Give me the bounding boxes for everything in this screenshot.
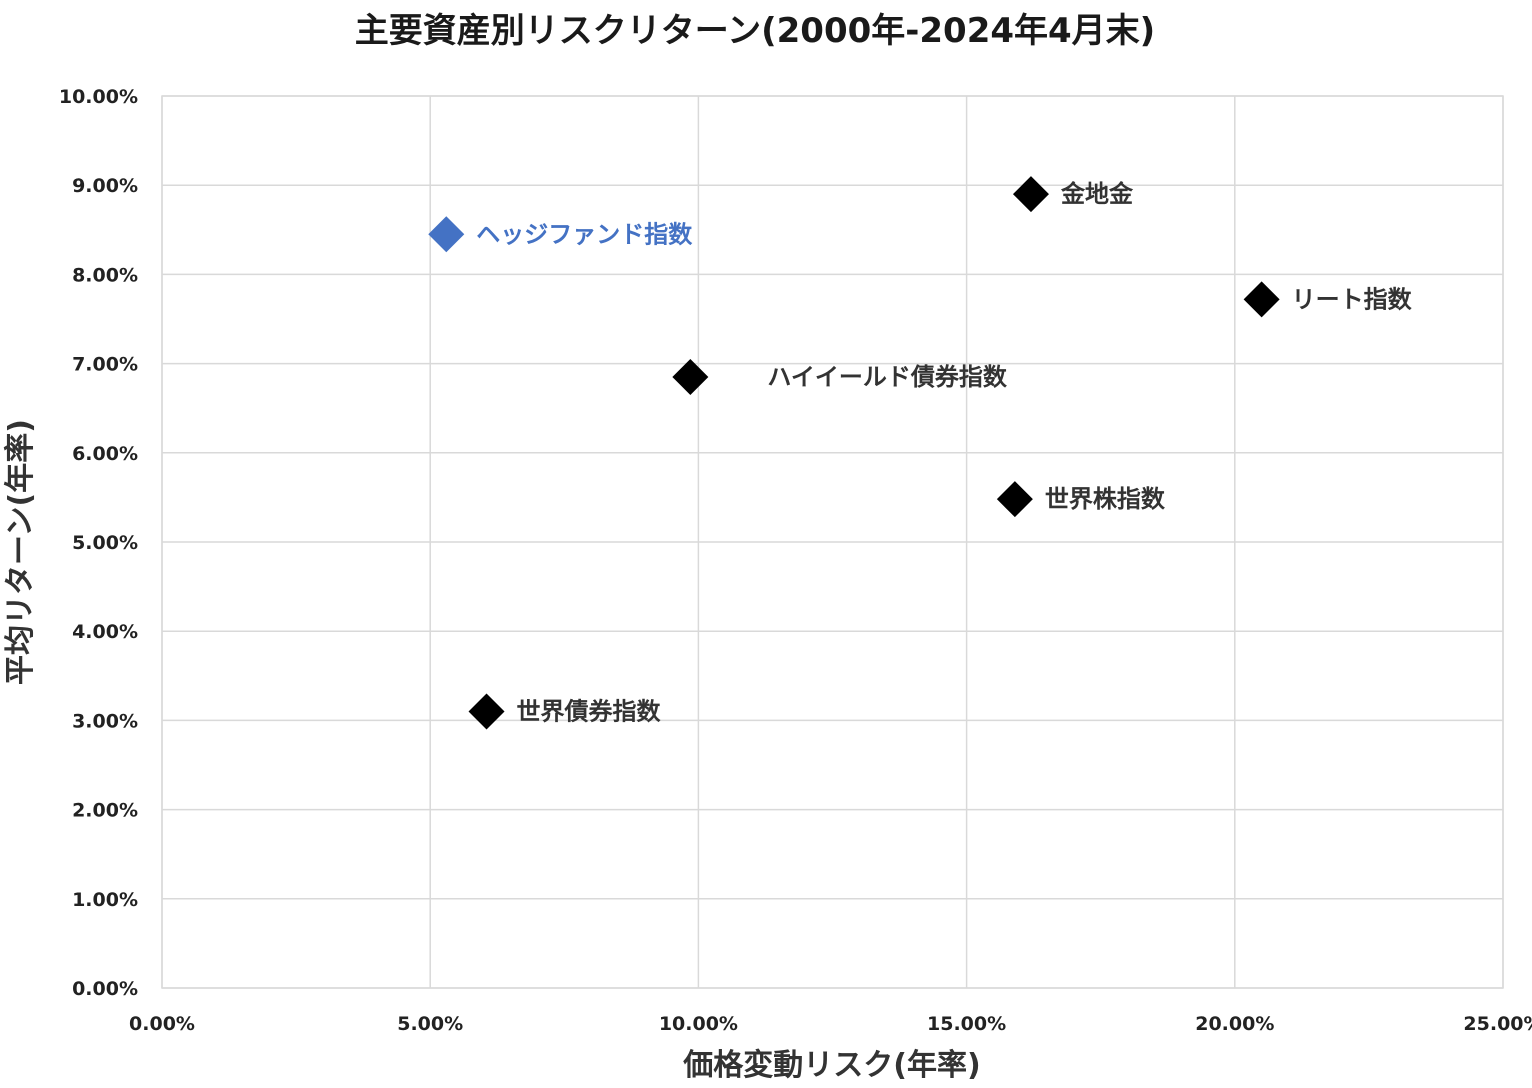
plot-area (161, 95, 1504, 989)
data-point-marker (1012, 176, 1049, 213)
y-axis-ticks: 0.00% 1.00% 2.00% 3.00% 4.00% 5.00% 6.00% 7.00%… (59, 86, 138, 1000)
chart-title: 主要資産別リスクリターン(2000年-2024年4月末) (355, 11, 1155, 51)
data-point-marker (428, 216, 465, 253)
y-tick-label: 0.00% (72, 978, 138, 1000)
data-point-marker (468, 693, 505, 730)
y-tick-label: 2.00% (72, 800, 138, 822)
x-tick-label: 20.00% (1195, 1013, 1274, 1035)
x-tick-label: 10.00% (659, 1013, 738, 1035)
y-tick-label: 7.00% (72, 354, 138, 376)
x-axis-label: 価格変動リスク(年率) (682, 1048, 980, 1083)
x-tick-label: 15.00% (927, 1013, 1006, 1035)
y-tick-label: 8.00% (72, 264, 138, 286)
y-tick-label: 6.00% (72, 443, 138, 465)
y-tick-label: 5.00% (72, 532, 138, 554)
data-point-marker (996, 481, 1033, 518)
x-tick-label: 0.00% (129, 1013, 195, 1035)
data-point-label: 金地金 (1060, 180, 1134, 208)
data-point-label: 世界株指数 (1045, 485, 1166, 513)
y-tick-label: 1.00% (72, 889, 138, 911)
x-tick-label: 25.00% (1463, 1013, 1532, 1035)
y-tick-label: 4.00% (72, 621, 138, 643)
data-point-label: リート指数 (1292, 285, 1413, 313)
data-point-label: ハイイールド債券指数 (767, 363, 1008, 391)
x-tick-label: 5.00% (397, 1013, 463, 1035)
data-point-marker (1243, 281, 1280, 318)
grid (161, 95, 1504, 989)
data-point-label: ヘッジファンド指数 (476, 220, 693, 248)
y-tick-label: 9.00% (72, 175, 138, 197)
y-axis-label: 平均リターン(年率) (3, 419, 38, 685)
data-point-marker (672, 358, 709, 395)
y-tick-label: 10.00% (59, 86, 138, 108)
y-tick-label: 3.00% (72, 710, 138, 732)
data-point-label: 世界債券指数 (517, 697, 662, 725)
x-axis-ticks: 0.00% 5.00% 10.00% 15.00% 20.00% 25.00% (129, 1013, 1532, 1035)
